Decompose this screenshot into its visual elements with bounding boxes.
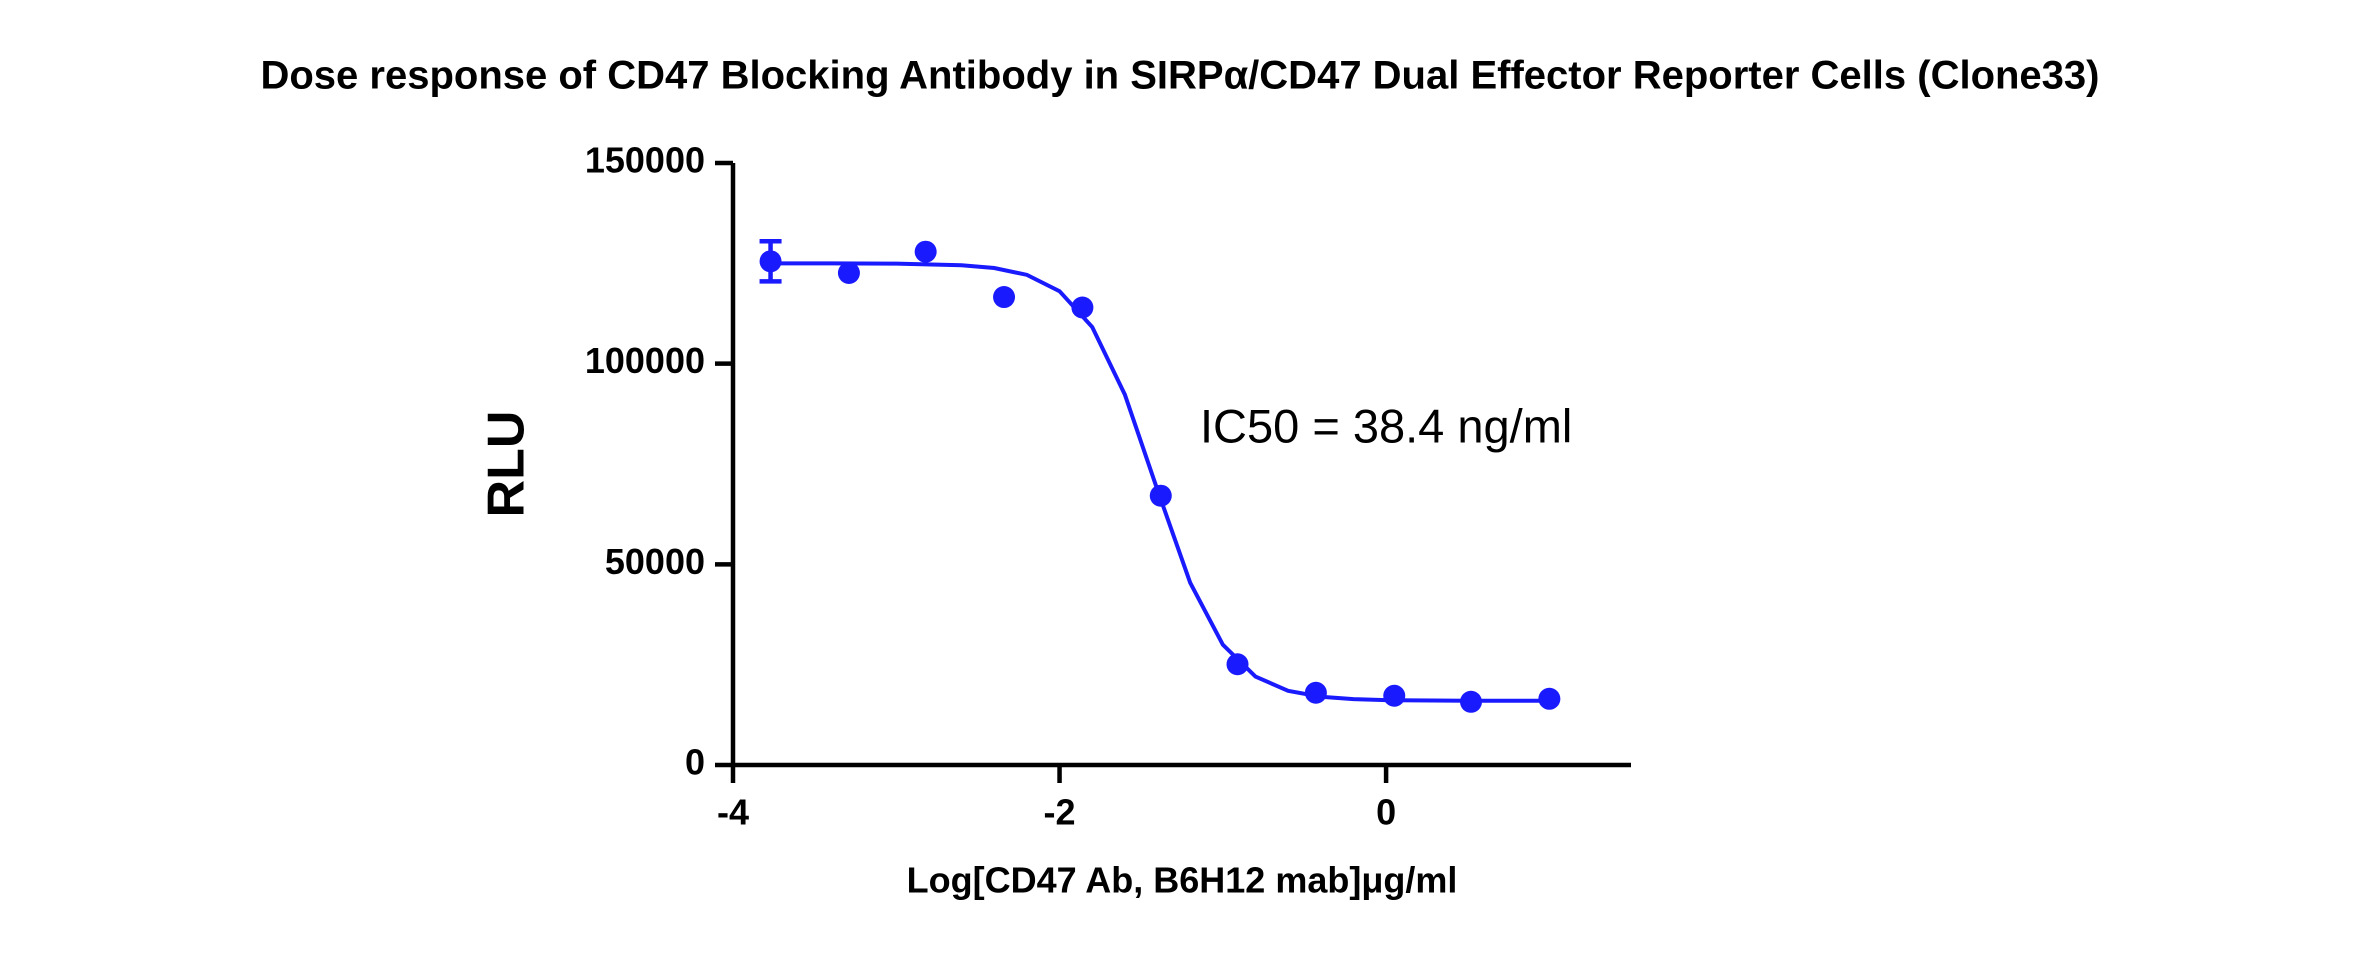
y-tick-label: 100000 <box>585 340 705 381</box>
y-tick-label: 50000 <box>605 541 705 582</box>
data-point <box>1304 681 1327 704</box>
y-tick-label: 150000 <box>585 140 705 181</box>
y-tick-label: 0 <box>685 742 705 783</box>
data-point <box>1538 687 1561 710</box>
x-tick-label: -2 <box>1044 792 1076 833</box>
x-tick-label: -4 <box>717 792 749 833</box>
data-point <box>837 261 860 284</box>
y-axis-label: RLU <box>478 411 536 518</box>
data-point <box>1071 296 1094 319</box>
data-point <box>993 286 1016 309</box>
annotation: IC50 = 38.4 ng/ml <box>1200 399 1572 452</box>
x-tick-label: 0 <box>1376 792 1396 833</box>
data-point <box>759 250 782 273</box>
chart-title: Dose response of CD47 Blocking Antibody … <box>260 54 2099 98</box>
data-point <box>1149 484 1172 507</box>
data-point <box>1383 684 1406 707</box>
x-axis-label: Log[CD47 Ab, B6H12 mab]μg/ml <box>907 860 1458 901</box>
data-point <box>1459 690 1482 713</box>
data-point <box>914 240 937 263</box>
data-point <box>1226 653 1249 676</box>
fit-curve <box>765 261 1550 703</box>
